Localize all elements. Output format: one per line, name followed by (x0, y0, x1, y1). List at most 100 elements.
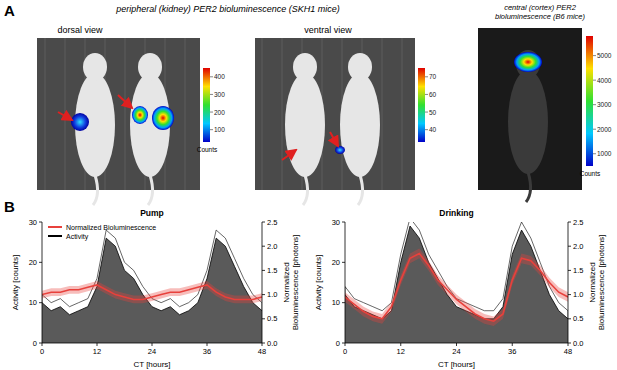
y2-tick (262, 270, 265, 271)
colorbar-tick (210, 129, 213, 130)
arrow (118, 95, 132, 108)
y-tick-label: 10 (332, 298, 340, 307)
arrow (282, 150, 296, 160)
colorbar-tick (593, 80, 596, 81)
y2-tick-label: 2.0 (573, 242, 583, 251)
colorbar-tick-label: 5000 (597, 52, 612, 59)
colorbar-tick-label: 400 (214, 73, 225, 80)
legend-label: Normalized Bioluminescence (66, 224, 156, 231)
plot-area (42, 230, 262, 343)
x-tick (345, 343, 346, 346)
y2-tick-label: 2.5 (573, 218, 583, 227)
x-tick (456, 343, 457, 346)
y2-tick-label: 2.5 (267, 218, 277, 227)
view-label: central (cortex) PER2 (504, 3, 577, 12)
error-band (345, 249, 568, 326)
x-tick-label: 12 (93, 347, 101, 356)
chart: 01224364801020300.00.51.01.52.02.5Drinki… (314, 208, 606, 369)
y2-axis-label: NormalizedBioluminescence [photons] (588, 235, 606, 331)
y-tick-label: 20 (332, 258, 340, 267)
activity-area (345, 226, 568, 343)
y-axis (345, 222, 346, 343)
y2-tick-label: 0.0 (267, 339, 277, 348)
activity-line (42, 238, 262, 315)
colorbar-tick (593, 55, 596, 56)
x-axis-label: CT [hours] (133, 360, 170, 369)
image-background (255, 38, 415, 190)
chart: 01224364801020300.00.51.01.52.02.5PumpCT… (11, 208, 300, 369)
y-tick-label: 10 (29, 298, 37, 307)
y-tick (342, 343, 345, 344)
x-tick (512, 343, 513, 346)
x-tick-label: 0 (40, 347, 44, 356)
mouse-tail (93, 175, 98, 205)
x-tick (568, 343, 569, 346)
y-tick (39, 302, 42, 303)
colorbar-tick (425, 129, 428, 130)
signal-blob (335, 146, 345, 154)
y-tick (342, 222, 345, 223)
x-tick-label: 48 (564, 347, 572, 356)
colorbar (418, 68, 425, 142)
view-label: bioluminescence (B6 mice) (495, 12, 586, 21)
colorbar-tick (210, 94, 213, 95)
y2-tick-label: 1.5 (573, 266, 583, 275)
colorbar-tick-label: 60 (429, 91, 437, 98)
chart-title: Pump (140, 208, 164, 218)
y2-tick (262, 222, 265, 223)
x-tick (207, 343, 208, 346)
colorbar-tick-label: 3000 (597, 101, 612, 108)
y-tick-label: 20 (29, 258, 37, 267)
colorbar-tick-label: 300 (214, 91, 225, 98)
signal-blob (132, 106, 148, 124)
colorbar-tick-label: 50 (429, 109, 437, 116)
colorbar-tick-label: 40 (429, 126, 437, 133)
colorbar (203, 68, 210, 142)
colorbar-label: Counts (580, 170, 601, 177)
panel-title: peripheral (kidney) PER2 bioluminescence… (115, 4, 340, 14)
x-tick-label: 12 (397, 347, 405, 356)
x-tick (262, 343, 263, 346)
colorbar-tick-label: 1000 (597, 150, 612, 157)
image-texture (262, 38, 263, 190)
y2-tick-label: 0.0 (573, 339, 583, 348)
colorbar-tick (210, 112, 213, 113)
image-texture (185, 38, 186, 190)
y-tick (39, 222, 42, 223)
x-axis-label: CT [hours] (438, 360, 475, 369)
mouse-body (340, 73, 380, 177)
colorbar-tick (425, 94, 428, 95)
y2-tick (568, 318, 571, 319)
arrow (58, 112, 72, 120)
label-line: Bioluminescence [photons] (597, 235, 606, 331)
y2-axis (568, 222, 569, 343)
y2-tick-label: 0.5 (573, 314, 583, 323)
y2-tick-label: 1.0 (573, 290, 583, 299)
signal-blob (514, 52, 542, 72)
y2-tick-label: 1.5 (267, 266, 277, 275)
image-texture (65, 38, 66, 190)
image-texture (402, 38, 403, 190)
x-tick-label: 0 (343, 347, 347, 356)
image-background (37, 38, 200, 190)
mouse-body (285, 73, 325, 177)
mouse-head (138, 53, 162, 81)
y2-tick (568, 294, 571, 295)
view-label: dorsal view (57, 25, 103, 35)
x-tick-label: 36 (203, 347, 211, 356)
y2-tick (262, 343, 265, 344)
colorbar-tick (425, 112, 428, 113)
y-axis-label: Activity [counts] (11, 255, 20, 311)
colorbar (586, 36, 593, 166)
colorbar-tick (593, 153, 596, 154)
colorbar-tick (593, 129, 596, 130)
view-label: ventral view (304, 25, 352, 35)
mouse-head (293, 53, 317, 81)
mouse-tail (526, 172, 531, 202)
colorbar-tick (210, 76, 213, 77)
x-tick (97, 343, 98, 346)
bioluminescence-line (345, 253, 568, 321)
y2-axis (262, 222, 263, 343)
mouse-tail (358, 175, 363, 205)
y2-tick (568, 343, 571, 344)
